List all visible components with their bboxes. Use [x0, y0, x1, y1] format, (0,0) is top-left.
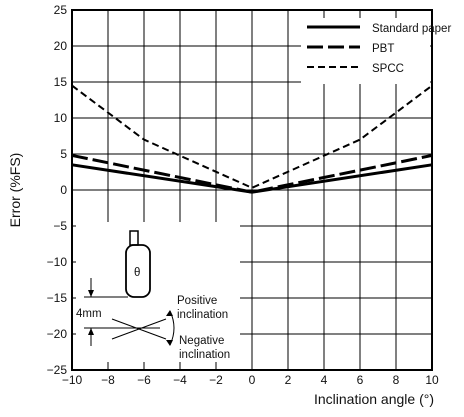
y-tick-label: −10: [47, 255, 68, 269]
x-tick-label: 4: [321, 373, 328, 387]
series-lines: [71, 84, 433, 194]
y-tick-label: −15: [47, 291, 68, 305]
series-line-pbt: [71, 153, 433, 194]
positive-inclination-line-1: Positive: [177, 295, 217, 307]
y-tick-label: −25: [47, 363, 68, 377]
x-tick-label: −8: [101, 373, 115, 387]
x-tick-label: −4: [173, 373, 187, 387]
y-tick-label: 20: [54, 39, 68, 53]
y-axis-title: Error (%FS): [7, 153, 23, 228]
gap-label: 4mm: [76, 308, 102, 320]
y-tick-label: 5: [60, 147, 67, 161]
inclination-diagram: θ 4mm Positive inclination Negative incl…: [76, 222, 240, 362]
x-tick-label: 0: [249, 373, 256, 387]
y-tick-label: 0: [60, 183, 67, 197]
legend-label-spcc: SPCC: [372, 63, 404, 75]
y-tick-labels: 25 20 15 10 5 0 −5 −10 −15 −20 −25: [47, 3, 68, 377]
x-tick-labels: −10 −8 −6 −4 −2 0 2 4 6 8 10: [62, 373, 439, 387]
x-tick-label: 8: [393, 373, 400, 387]
y-tick-label: 10: [54, 111, 68, 125]
negative-inclination-label: Negative inclination: [179, 335, 230, 361]
inclination-line-b: [111, 318, 167, 340]
y-tick-label: 15: [54, 75, 68, 89]
x-axis-title: Inclination angle (°): [314, 391, 434, 407]
legend: Standard paper PBT SPCC: [301, 18, 451, 84]
y-tick-label: −5: [53, 219, 67, 233]
negative-inclination-line-1: Negative: [179, 335, 224, 347]
sensor-theta-label: θ: [134, 267, 140, 279]
x-tick-label: −10: [62, 373, 83, 387]
sensor-body: [125, 244, 151, 298]
legend-label-pbt: PBT: [372, 43, 394, 55]
legend-label-standard-paper: Standard paper: [372, 23, 451, 35]
inclination-arc-arrow-top: [166, 310, 173, 316]
y-tick-label: 25: [54, 3, 68, 17]
y-tick-label: −20: [47, 327, 68, 341]
x-tick-label: 6: [357, 373, 364, 387]
positive-inclination-label: Positive inclination: [177, 295, 228, 321]
gap-arrowhead-bottom: [88, 328, 94, 335]
series-line-spcc: [71, 84, 433, 189]
legend-box-mask: [301, 18, 430, 84]
gap-arrowhead-top: [88, 290, 94, 297]
x-tick-label: −2: [209, 373, 223, 387]
negative-inclination-line-2: inclination: [179, 349, 230, 361]
plot-frame: [71, 9, 433, 371]
x-tick-label: 2: [285, 373, 292, 387]
x-tick-label: −6: [137, 373, 151, 387]
x-tick-label: 10: [425, 373, 439, 387]
positive-inclination-line-2: inclination: [177, 309, 228, 321]
inclination-arc-arrow-bottom: [166, 340, 173, 346]
inset-mask: [76, 222, 240, 362]
